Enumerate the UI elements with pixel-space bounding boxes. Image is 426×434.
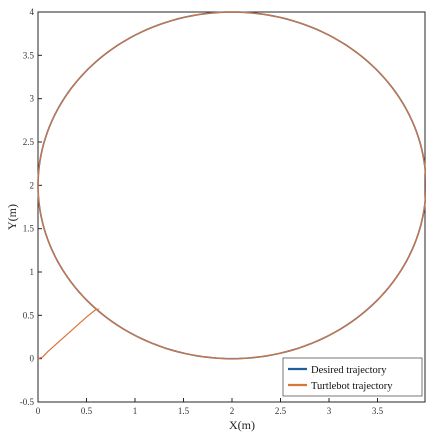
y-tick-label: 1 [30, 267, 35, 277]
legend-box [282, 357, 423, 397]
legend-entry-turtlebot: Turtlebot trajectory [311, 381, 393, 392]
y-axis-label: Y(m) [5, 204, 19, 230]
plot-area [37, 11, 426, 403]
legend-entry-desired: Desired trajectory [311, 365, 387, 376]
y-tick-label: 0.5 [23, 310, 35, 320]
y-tick-label: 2.5 [23, 137, 35, 147]
x-tick-label: 1 [133, 406, 138, 416]
y-tick-label: 1.5 [23, 224, 35, 234]
x-tick-label: 1.5 [178, 406, 190, 416]
y-tick-label: -0.5 [20, 397, 35, 407]
y-tick-label: 3.5 [23, 50, 35, 60]
y-tick-label: 4 [30, 7, 35, 17]
x-axis-label: X(m) [229, 418, 255, 432]
y-tick-label: 2 [30, 180, 35, 190]
legend: Desired trajectory Turtlebot trajectory [282, 357, 423, 397]
x-tick-label: 0.5 [81, 406, 93, 416]
x-tick-label: 3 [327, 406, 332, 416]
x-tick-label: 2 [230, 406, 235, 416]
y-tick-label: 3 [30, 94, 35, 104]
x-tick-label: 3.5 [372, 406, 384, 416]
series-turtlebot-trajectory [37, 11, 426, 360]
x-tick-label: 2.5 [275, 406, 287, 416]
x-tick-label: 0 [36, 406, 41, 416]
y-tick-label: 0 [30, 354, 35, 364]
